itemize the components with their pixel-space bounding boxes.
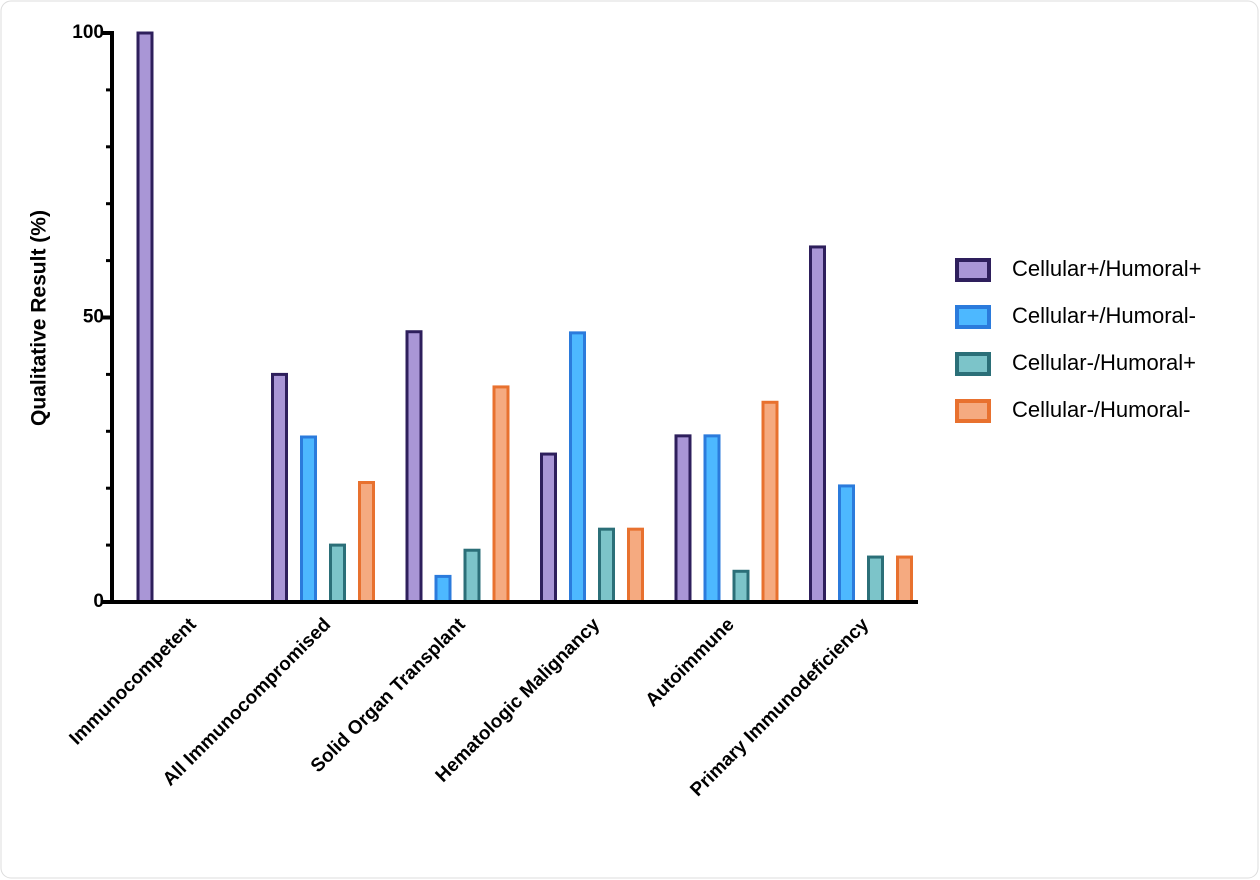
bar — [674, 434, 692, 604]
bar — [896, 555, 913, 604]
legend-swatch — [955, 258, 991, 282]
bar — [867, 555, 884, 604]
bar — [492, 385, 510, 604]
y-tick-label: 50 — [83, 307, 104, 328]
y-tick-label: 0 — [93, 591, 104, 612]
legend-swatch — [955, 305, 991, 329]
legend-swatch — [955, 352, 991, 376]
legend-label: Cellular+/Humoral- — [1012, 303, 1196, 328]
bar — [761, 400, 779, 604]
bar — [838, 484, 855, 604]
legend-label: Cellular-/Humoral- — [1012, 397, 1190, 422]
y-tick-label: 100 — [72, 22, 104, 43]
bar — [569, 331, 586, 604]
bar — [540, 452, 557, 604]
bar — [703, 434, 721, 604]
legend-label: Cellular+/Humoral+ — [1012, 256, 1202, 281]
bar — [598, 527, 615, 604]
bar — [434, 574, 452, 604]
bar — [329, 543, 346, 604]
y-axis-label: Qualitative Result (%) — [28, 210, 51, 426]
bar — [809, 245, 826, 604]
bar — [627, 527, 644, 604]
legend-label: Cellular-/Humoral+ — [1012, 350, 1196, 375]
bar — [463, 548, 481, 604]
legend-swatch — [955, 399, 991, 423]
bar — [300, 435, 317, 604]
bar — [405, 330, 423, 604]
bar — [358, 481, 375, 604]
bar — [732, 569, 750, 604]
bar — [136, 31, 154, 604]
bar — [271, 372, 288, 604]
